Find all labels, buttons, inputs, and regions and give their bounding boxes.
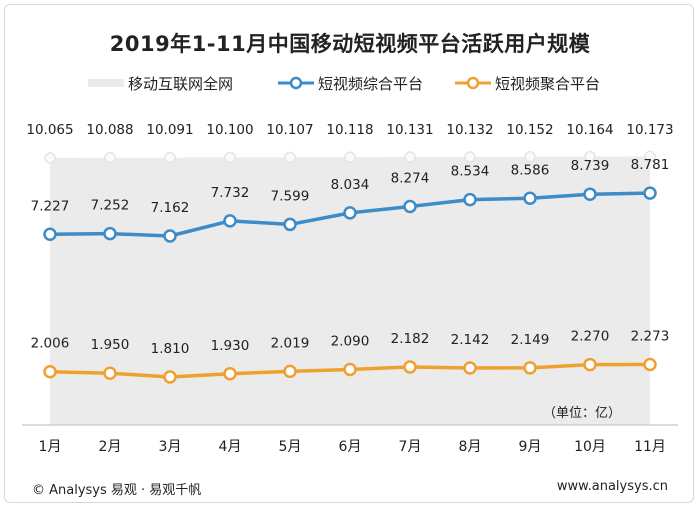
legend-label-aggregate: 短视频聚合平台 [495,74,601,93]
point-comprehensive [43,227,57,242]
point-aggregate [403,360,417,374]
point-comprehensive [523,191,537,206]
data-label-total: 10.173 [626,122,673,138]
legend-item-aggregate: 短视频聚合平台 [455,72,600,94]
x-tick-label: 4月 [219,439,242,455]
data-label-comprehensive: 8.739 [571,158,610,174]
data-label-comprehensive: 7.732 [211,185,250,201]
point-comprehensive [343,206,357,220]
data-label-comprehensive: 8.534 [451,164,490,180]
point-comprehensive [463,192,477,207]
x-tick-label: 1月 [39,439,62,455]
data-label-comprehensive: 8.274 [391,171,430,187]
data-label-comprehensive: 8.781 [631,157,670,173]
x-tick-label: 9月 [519,439,542,455]
data-label-aggregate: 1.950 [91,337,130,353]
point-comprehensive [643,186,657,200]
point-aggregate [223,367,237,381]
point-aggregate [283,364,297,379]
legend-swatch-comprehensive [278,76,314,90]
point-total [44,152,56,164]
point-total [284,151,296,164]
point-comprehensive [583,187,597,201]
x-tick-label: 5月 [279,439,302,455]
x-tick-label: 6月 [339,439,362,455]
point-total [404,151,416,163]
point-comprehensive [103,226,117,241]
point-aggregate [643,357,657,372]
data-label-aggregate: 2.149 [511,332,550,348]
chart-title: 2019年1-11月中国移动短视频平台活跃用户规模 [109,32,591,56]
data-label-aggregate: 2.090 [331,333,370,349]
data-label-total: 10.132 [446,122,493,138]
data-label-aggregate: 2.006 [31,336,70,352]
point-aggregate [103,366,117,380]
data-label-comprehensive: 8.034 [331,177,370,193]
data-label-aggregate: 1.930 [211,338,250,354]
point-aggregate [583,357,597,372]
legend-swatch-total [88,79,124,87]
data-label-total: 10.100 [206,122,253,138]
legend-item-comprehensive: 短视频综合平台 [278,72,423,94]
point-total [524,150,536,163]
point-total [344,151,356,163]
data-label-total: 10.107 [266,122,313,138]
chart-frame [4,4,694,503]
point-comprehensive [283,217,297,232]
point-total [644,150,656,163]
data-label-total: 10.065 [26,122,73,138]
footer-website: www.analysys.cn [556,479,668,494]
x-tick-label: 11月 [634,439,666,455]
data-label-comprehensive: 7.162 [151,200,190,216]
x-tick-label: 2月 [99,439,122,455]
point-aggregate [523,361,537,375]
point-total [104,151,116,164]
point-aggregate [463,361,477,375]
legend-label-total: 移动互联网全网 [128,74,234,93]
data-label-total: 10.091 [146,122,193,138]
data-label-total: 10.152 [506,122,553,138]
point-total [224,151,236,164]
point-aggregate [163,370,177,384]
point-aggregate [43,364,57,379]
point-total [464,151,476,163]
point-total [584,150,596,163]
legend-label-comprehensive: 短视频综合平台 [318,74,424,93]
point-comprehensive [223,214,237,228]
point-total [164,151,176,164]
point-comprehensive [163,229,177,243]
data-label-comprehensive: 8.586 [511,162,550,178]
footer-source: © Analysys 易观 · 易观千帆 [32,483,202,498]
data-label-comprehensive: 7.599 [271,188,310,204]
data-label-aggregate: 2.273 [631,328,670,344]
data-label-comprehensive: 7.227 [31,198,70,214]
data-label-aggregate: 2.270 [571,329,610,345]
x-tick-label: 3月 [159,439,182,455]
data-label-comprehensive: 7.252 [91,198,130,214]
x-tick-label: 7月 [399,439,422,455]
data-label-aggregate: 1.810 [151,341,190,357]
data-label-total: 10.164 [566,122,613,138]
data-label-aggregate: 2.182 [391,331,430,347]
data-label-aggregate: 2.019 [271,335,310,351]
x-tick-label: 10月 [574,439,606,455]
legend-swatch-aggregate [455,76,491,90]
legend: 移动互联网全网 短视频综合平台 短视频聚合平台 [0,72,700,94]
data-label-total: 10.131 [386,122,433,138]
point-aggregate [343,362,357,377]
data-label-total: 10.088 [86,122,133,138]
point-comprehensive [403,199,417,214]
legend-item-total: 移动互联网全网 [88,72,233,94]
data-label-aggregate: 2.142 [451,332,490,348]
area-total [50,156,650,425]
unit-label: （单位：亿） [543,406,622,421]
x-tick-label: 8月 [459,439,482,455]
data-label-total: 10.118 [326,122,373,138]
